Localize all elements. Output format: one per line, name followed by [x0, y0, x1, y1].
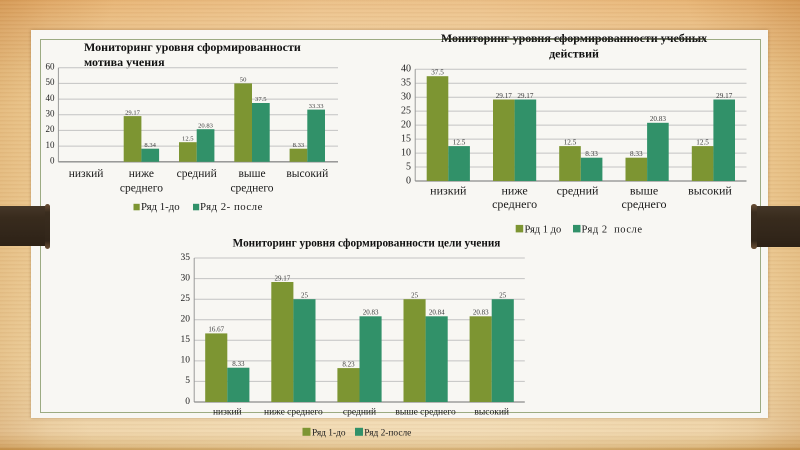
svg-text:40: 40 [401, 64, 411, 75]
svg-text:высокий: высокий [688, 183, 732, 197]
svg-text:выше: выше [630, 183, 658, 197]
svg-text:40: 40 [46, 93, 56, 103]
svg-text:Мониторинг уровня сформированн: Мониторинг уровня сформированности учебн… [441, 31, 707, 45]
svg-text:16.67: 16.67 [208, 326, 224, 334]
svg-text:Ряд 2-после: Ряд 2-после [364, 428, 411, 438]
svg-text:Мониторинг уровня сформирован: Мониторинг уровня сформированности цели … [233, 237, 501, 249]
svg-text:35: 35 [181, 253, 191, 263]
svg-text:50: 50 [240, 77, 247, 84]
svg-text:12.5: 12.5 [182, 135, 194, 142]
svg-text:0: 0 [50, 156, 55, 166]
svg-text:Ряд 1-до: Ряд 1-до [312, 428, 346, 438]
svg-text:0: 0 [185, 397, 190, 407]
svg-text:10: 10 [181, 356, 191, 366]
svg-text:8.33: 8.33 [232, 360, 245, 368]
svg-text:высокий: высокий [286, 168, 328, 180]
svg-text:8.34: 8.34 [144, 142, 156, 149]
svg-text:8.33: 8.33 [293, 142, 305, 149]
svg-text:средний: средний [557, 183, 599, 197]
svg-text:среднего: среднего [230, 183, 273, 195]
svg-text:29.17: 29.17 [125, 109, 141, 116]
svg-text:12.5: 12.5 [696, 138, 709, 146]
svg-text:15: 15 [181, 335, 191, 345]
svg-text:20.83: 20.83 [650, 115, 667, 123]
svg-text:Мониторинг уровня сформированн: Мониторинг уровня сформированности [84, 40, 301, 54]
svg-text:12.5: 12.5 [564, 138, 577, 146]
svg-text:10: 10 [46, 140, 56, 150]
svg-text:средний: средний [177, 168, 217, 180]
svg-text:30: 30 [46, 109, 56, 119]
svg-text:12.5: 12.5 [453, 138, 466, 146]
svg-text:37.5: 37.5 [255, 96, 267, 103]
svg-text:29.17: 29.17 [275, 274, 291, 282]
svg-text:8.33: 8.33 [585, 150, 598, 158]
svg-text:25: 25 [301, 292, 309, 300]
svg-text:20.84: 20.84 [429, 309, 445, 317]
svg-text:25: 25 [411, 292, 419, 300]
svg-text:5: 5 [406, 161, 411, 172]
svg-text:35: 35 [401, 78, 411, 89]
svg-text:выше среднего: выше среднего [395, 408, 456, 418]
svg-text:25: 25 [401, 106, 411, 117]
svg-text:25: 25 [499, 292, 507, 300]
svg-text:5: 5 [185, 376, 190, 386]
svg-text:8.23: 8.23 [342, 360, 355, 368]
svg-text:Ряд 2 после: Ряд 2 после [582, 225, 643, 236]
svg-text:Ряд 1-до: Ряд 1-до [141, 201, 180, 213]
svg-text:выше: выше [238, 168, 265, 180]
svg-text:60: 60 [46, 62, 56, 72]
svg-text:мотива учения: мотива учения [84, 55, 165, 69]
svg-text:25: 25 [181, 294, 191, 304]
svg-text:15: 15 [401, 133, 411, 144]
svg-text:среднего: среднего [120, 183, 163, 195]
svg-text:ниже среднего: ниже среднего [264, 408, 323, 418]
svg-text:низкий: низкий [69, 168, 104, 180]
svg-text:29.17: 29.17 [716, 92, 733, 100]
svg-text:Ряд 2- после: Ряд 2- после [200, 201, 263, 213]
svg-text:20.83: 20.83 [473, 309, 489, 317]
svg-text:29.17: 29.17 [517, 92, 534, 100]
svg-text:20: 20 [401, 119, 411, 130]
svg-text:29.17: 29.17 [496, 92, 513, 100]
svg-text:20.83: 20.83 [363, 309, 379, 317]
svg-text:37.5: 37.5 [431, 69, 444, 77]
svg-text:20.83: 20.83 [198, 122, 214, 129]
svg-text:Ряд 1 до: Ряд 1 до [525, 225, 562, 236]
svg-text:низкий: низкий [430, 183, 467, 197]
svg-text:высокий: высокий [474, 407, 509, 418]
svg-text:действий: действий [549, 47, 599, 61]
svg-text:30: 30 [181, 273, 191, 283]
svg-text:8.33: 8.33 [630, 150, 643, 158]
svg-text:50: 50 [46, 77, 56, 87]
svg-text:20: 20 [46, 124, 56, 134]
svg-text:среднего: среднего [622, 197, 667, 211]
svg-text:20: 20 [181, 315, 191, 325]
svg-text:30: 30 [401, 92, 411, 103]
svg-text:33.33: 33.33 [309, 103, 325, 110]
svg-text:10: 10 [401, 147, 411, 158]
svg-text:0: 0 [406, 175, 411, 186]
svg-text:ниже: ниже [501, 183, 527, 197]
svg-text:средний: средний [343, 407, 376, 418]
svg-text:среднего: среднего [492, 197, 537, 211]
svg-text:низкий: низкий [213, 407, 242, 418]
svg-text:ниже: ниже [129, 168, 154, 180]
